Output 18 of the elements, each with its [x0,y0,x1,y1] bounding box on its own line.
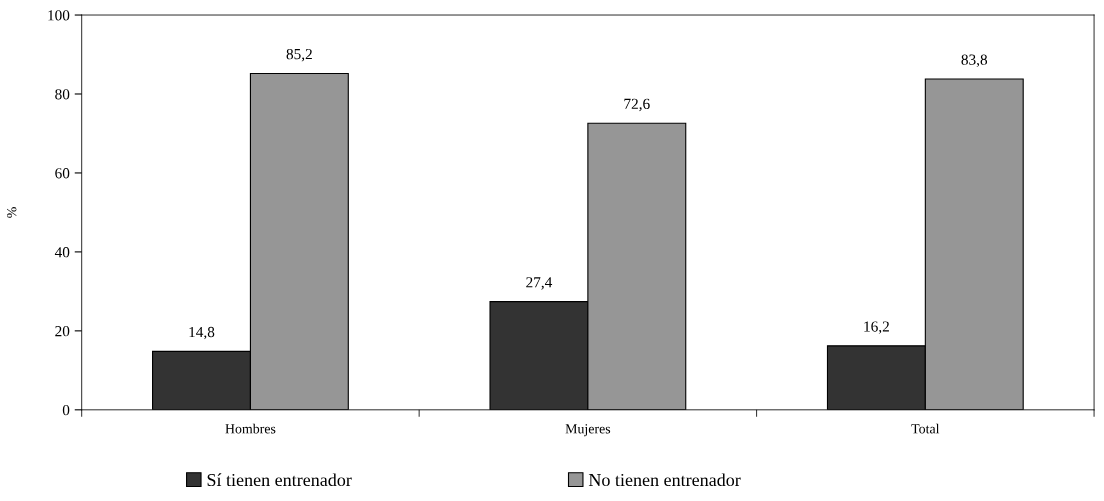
legend-label: Sí tienen entrenador [207,473,352,487]
y-axis-title: % [7,207,17,218]
y-tick-label: 100 [48,10,70,21]
text: 16,2 [864,321,889,334]
x-tick-label: Total [911,423,940,434]
y-tick-label: 0 [62,404,70,416]
text: 83,8 [961,54,988,67]
text: 14,8 [189,326,215,340]
y-tick-label: 80 [55,89,70,100]
text: 72,6 [624,98,650,112]
text: 85,2 [286,48,312,62]
x-tick-label: Mujeres [565,424,611,437]
legend-label: No tienen entrenador [588,473,741,487]
text: 27,4 [526,277,553,290]
y-tick-label: 60 [55,168,70,179]
y-tick-label: 20 [55,326,70,337]
y-tick-label: 40 [54,247,70,258]
x-tick-label: Hombres [225,423,276,434]
